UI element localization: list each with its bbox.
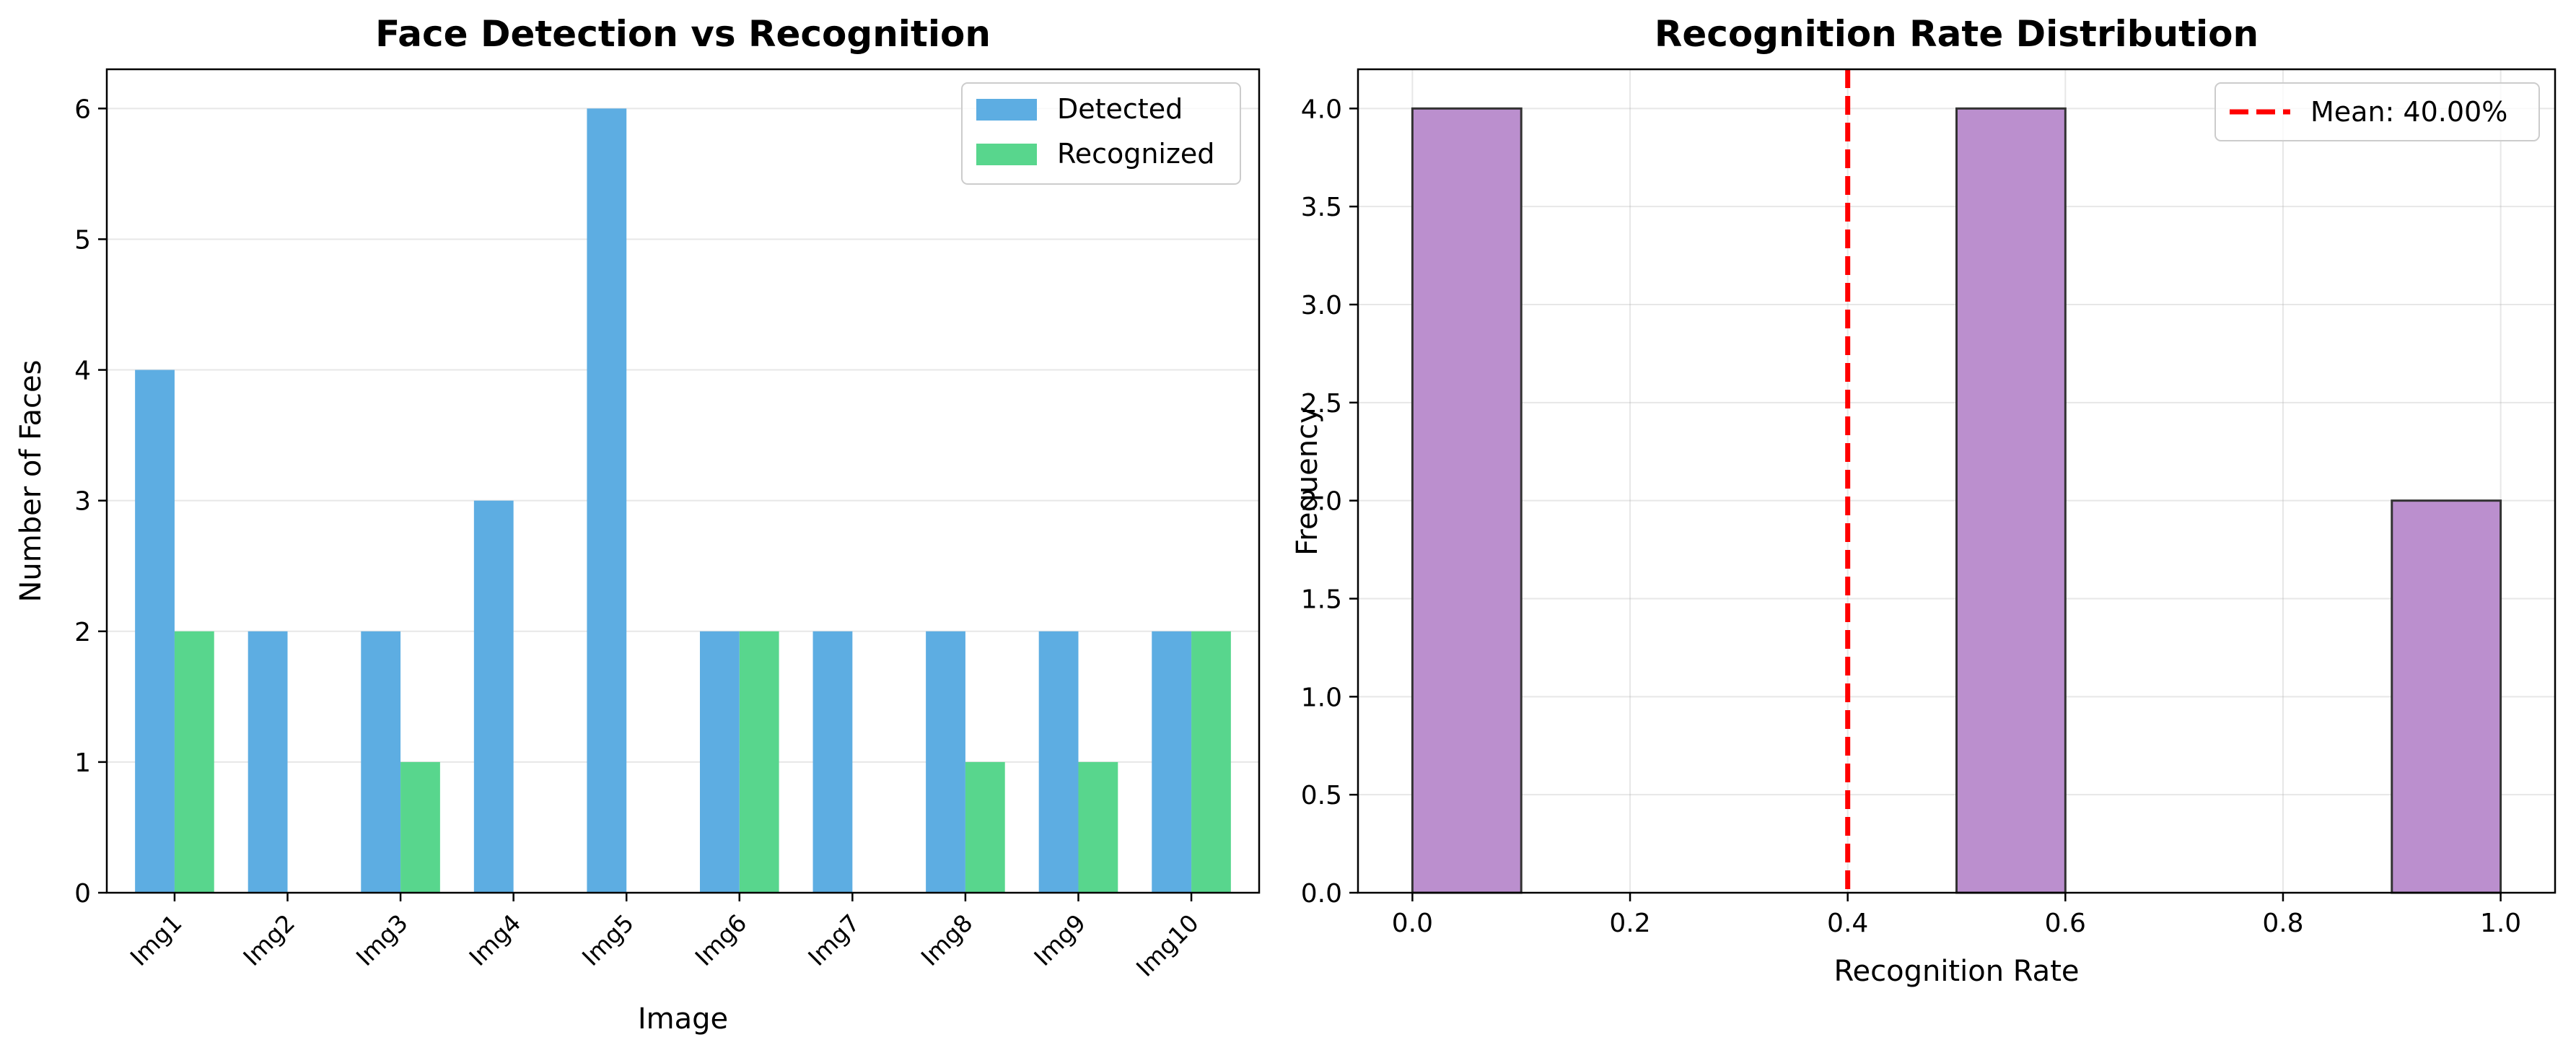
x-tick-label: Img4 (463, 909, 526, 971)
plot-frame (1357, 68, 2557, 894)
bar-recognized-img8 (965, 761, 1005, 893)
x-tick-label: Img3 (351, 909, 413, 971)
bar-recognized-img6 (739, 631, 779, 893)
bar-detected-img6 (699, 631, 740, 893)
bar-detected-img8 (926, 631, 965, 893)
bar-recognized-img10 (1191, 631, 1231, 893)
x-tick-label: Img2 (237, 909, 300, 971)
y-tick-label: 0.0 (1301, 879, 1342, 909)
y-tick-label: 1 (74, 748, 91, 778)
legend-swatch-recognized (976, 144, 1037, 165)
y-axis-label: Frequency (1291, 406, 1324, 556)
bar-detected-img10 (1152, 631, 1192, 893)
y-tick-label: 2 (74, 618, 91, 647)
x-tick-label: 0.8 (2262, 909, 2303, 938)
bar-detected-img9 (1038, 631, 1079, 893)
x-tick-label: 0.2 (1609, 909, 1650, 938)
x-tick-label: Img7 (802, 909, 865, 971)
bar-detected-img1 (135, 370, 175, 893)
y-tick-label: 3 (74, 487, 91, 517)
x-tick-label: Img5 (577, 909, 639, 971)
x-tick-label: Img1 (125, 909, 188, 971)
y-tick-label: 3.5 (1301, 193, 1342, 222)
bar-recognized-img9 (1078, 761, 1118, 893)
bar-detected-img2 (247, 631, 288, 893)
legend-box (2214, 82, 2540, 141)
x-tick-label: 0.6 (2045, 909, 2086, 938)
histogram-bar-2 (2391, 499, 2502, 894)
y-tick-label: 4.0 (1301, 95, 1342, 124)
x-tick-label: Img10 (1131, 909, 1204, 982)
x-tick-label: 1.0 (2480, 909, 2521, 938)
bar-recognized-img3 (400, 761, 440, 893)
x-tick-label: Img9 (1028, 909, 1091, 971)
y-tick-label: 6 (74, 95, 91, 124)
x-axis-label: Recognition Rate (1834, 955, 2080, 988)
histogram-bar-0 (1411, 107, 1523, 894)
bar-detected-img4 (473, 500, 514, 893)
plot-frame (105, 68, 1261, 894)
bar-recognized-img1 (174, 631, 214, 893)
legend-label-mean: Mean: 40.00% (2310, 96, 2507, 128)
chart-title: Recognition Rate Distribution (1655, 13, 2259, 55)
y-tick-label: 0.5 (1301, 781, 1342, 810)
y-tick-label: 2.5 (1301, 389, 1342, 419)
y-tick-label: 2.0 (1301, 487, 1342, 517)
x-tick-label: Img8 (916, 909, 978, 971)
x-tick-label: 0.4 (1827, 909, 1868, 938)
bar-detected-img3 (361, 631, 401, 893)
x-tick-label: Img6 (690, 909, 753, 971)
bar-detected-img7 (812, 631, 853, 893)
y-tick-label: 5 (74, 225, 91, 255)
y-axis-label: Number of Faces (14, 360, 48, 603)
legend-label-recognized: Recognized (1057, 138, 1214, 170)
chart-title: Face Detection vs Recognition (375, 13, 991, 55)
x-tick-label: 0.0 (1392, 909, 1433, 938)
legend-label-detected: Detected (1057, 93, 1183, 125)
y-tick-label: 3.0 (1301, 291, 1342, 320)
y-tick-label: 4 (74, 357, 91, 386)
histogram-bar-1 (1955, 107, 2067, 894)
y-tick-label: 0 (74, 879, 91, 909)
bar-detected-img5 (587, 108, 627, 893)
y-tick-label: 1.0 (1301, 683, 1342, 712)
y-tick-label: 1.5 (1301, 585, 1342, 615)
x-axis-label: Image (638, 1002, 728, 1036)
legend-swatch-detected (976, 99, 1037, 121)
